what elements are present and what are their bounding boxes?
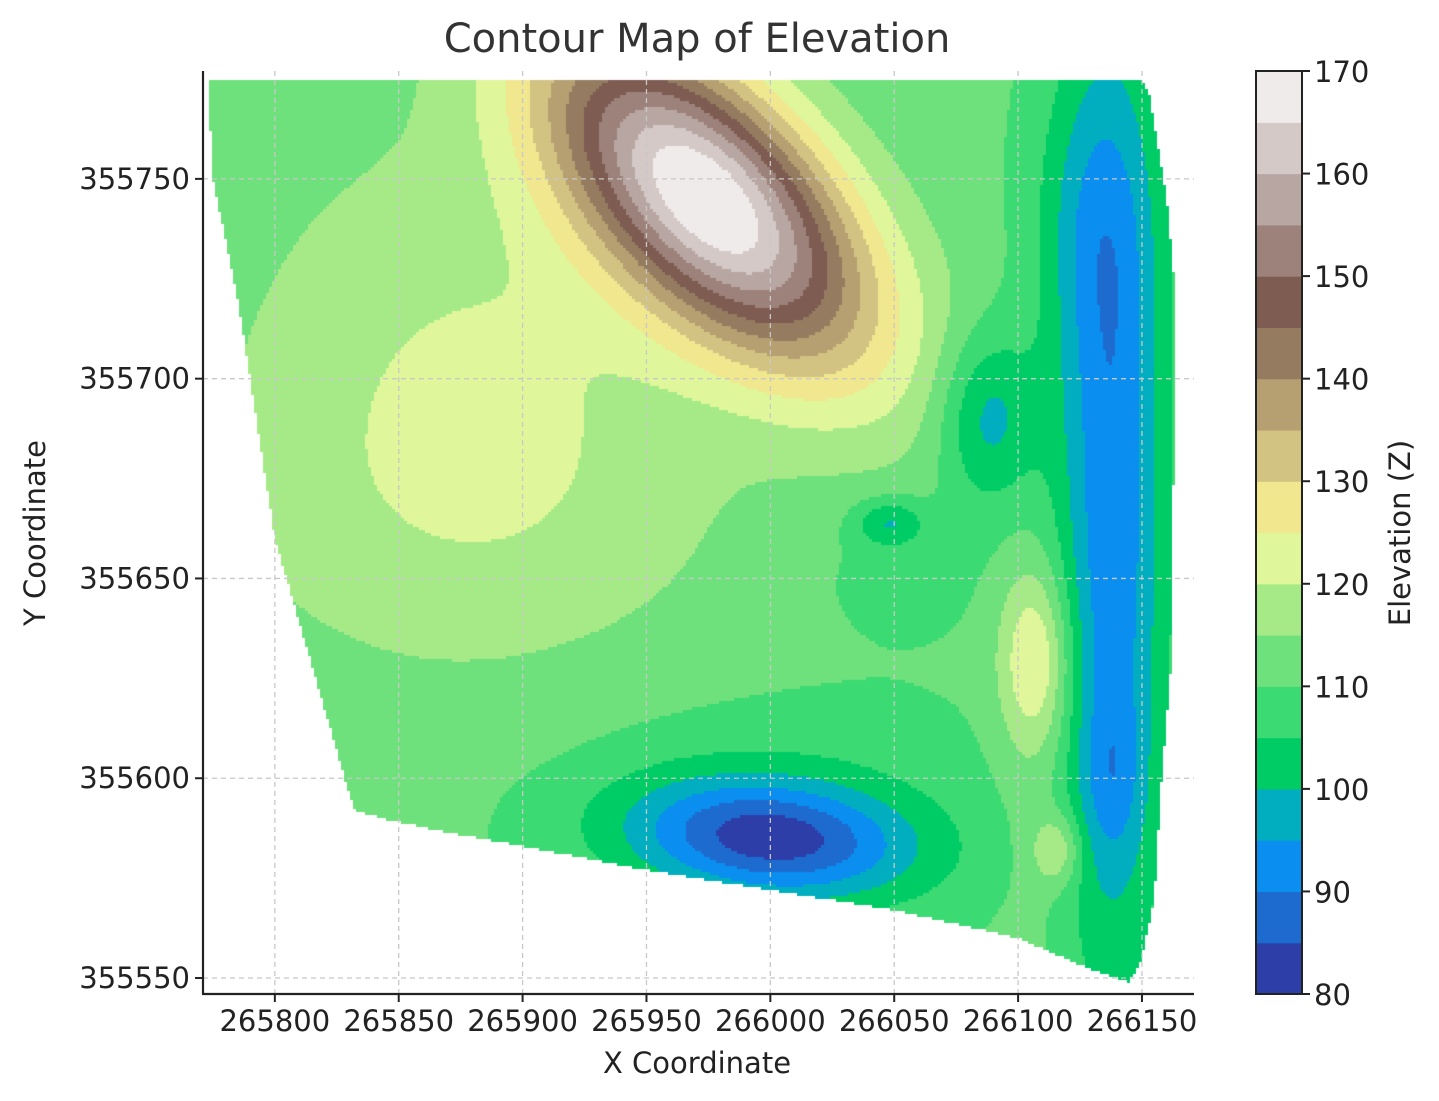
colorbar-band bbox=[1256, 635, 1302, 687]
colorbar-band bbox=[1256, 481, 1302, 534]
y-tick-label: 355600 bbox=[79, 761, 190, 795]
x-tick-label: 265900 bbox=[467, 1004, 578, 1038]
colorbar-band bbox=[1256, 276, 1302, 328]
colorbar-tick-label: 140 bbox=[1314, 363, 1369, 397]
contour-fill-image bbox=[203, 71, 1194, 993]
contour-fill-layer bbox=[203, 71, 1194, 993]
colorbar-band bbox=[1256, 942, 1302, 995]
colorbar-tick-label: 110 bbox=[1314, 670, 1369, 704]
colorbar-band bbox=[1256, 788, 1302, 841]
colorbar-band bbox=[1256, 71, 1302, 123]
colorbar-band bbox=[1256, 224, 1302, 277]
y-tick-label: 355550 bbox=[79, 961, 190, 995]
colorbar-band bbox=[1256, 737, 1302, 790]
colorbar-band bbox=[1256, 891, 1302, 944]
colorbar-frame bbox=[1255, 70, 1303, 995]
y-tick-label: 355700 bbox=[79, 362, 190, 396]
colorbar-band bbox=[1256, 429, 1302, 482]
colorbar-band bbox=[1256, 532, 1302, 585]
colorbar-tick-label: 130 bbox=[1314, 465, 1369, 499]
colorbar-band bbox=[1256, 686, 1302, 739]
colorbar-tick-label: 150 bbox=[1314, 260, 1369, 294]
y-tick-label: 355650 bbox=[79, 561, 190, 595]
colorbar-tick-label: 120 bbox=[1314, 568, 1369, 602]
x-ticks: 265800 265850 265900 265950 266000 266050 2661… bbox=[219, 994, 1197, 1038]
colorbar: 80 90 100 110 120 130 140 150 160 170 bbox=[1255, 55, 1369, 1012]
x-tick-label: 266150 bbox=[1087, 1004, 1198, 1038]
x-axis-label: X Coordinate bbox=[603, 1046, 791, 1080]
x-tick-label: 265950 bbox=[591, 1004, 702, 1038]
colorbar-band bbox=[1256, 122, 1302, 175]
colorbar-band bbox=[1256, 840, 1302, 893]
colorbar-tick-label: 90 bbox=[1314, 875, 1351, 909]
colorbar-label: Elevation (Z) bbox=[1383, 440, 1417, 626]
colorbar-tick-label: 160 bbox=[1314, 158, 1369, 192]
x-tick-label: 265800 bbox=[219, 1004, 330, 1038]
y-ticks: 355550 355600 355650 355700 355750 bbox=[79, 162, 203, 995]
grid-lines bbox=[203, 71, 1194, 994]
colorbar-band bbox=[1256, 378, 1302, 431]
y-axis-label: Y Coordinate bbox=[18, 440, 52, 627]
colorbar-tick-label: 100 bbox=[1314, 773, 1369, 807]
x-tick-label: 266100 bbox=[963, 1004, 1074, 1038]
colorbar-tick-label: 170 bbox=[1314, 55, 1369, 89]
colorbar-band bbox=[1256, 173, 1302, 226]
colorbar-band bbox=[1256, 327, 1302, 380]
colorbar-band bbox=[1256, 583, 1302, 636]
x-tick-label: 265850 bbox=[343, 1004, 454, 1038]
x-tick-label: 266000 bbox=[715, 1004, 826, 1038]
chart-title: Contour Map of Elevation bbox=[444, 16, 951, 62]
x-tick-label: 266050 bbox=[839, 1004, 950, 1038]
y-tick-label: 355750 bbox=[79, 162, 190, 196]
colorbar-tick-label: 80 bbox=[1314, 978, 1351, 1012]
